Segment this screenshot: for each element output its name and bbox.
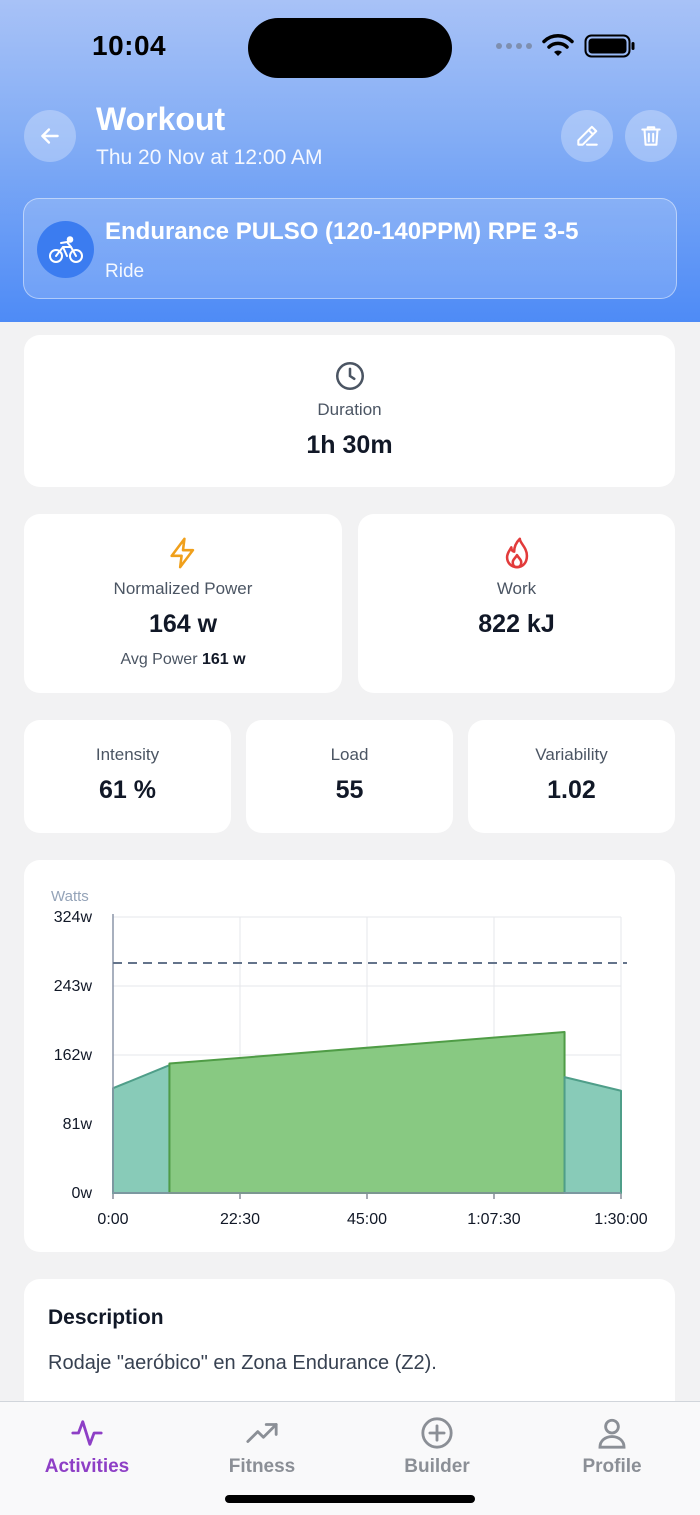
clock-icon — [335, 361, 364, 391]
bicycle-icon — [48, 235, 83, 263]
work-card: Work 822 kJ — [358, 514, 675, 693]
dynamic-island — [248, 18, 452, 78]
load-value: 55 — [335, 776, 364, 804]
tab-activities-label: Activities — [44, 1456, 130, 1477]
y-tick-label: 162w — [54, 1047, 93, 1064]
normalized-power-card: Normalized Power 164 w Avg Power 161 w — [24, 514, 342, 693]
avg-power-value: 161 w — [201, 651, 246, 668]
pencil-icon — [577, 125, 598, 146]
lightning-icon — [170, 537, 195, 569]
power-segment — [563, 1076, 622, 1194]
tab-profile-label: Profile — [582, 1456, 642, 1477]
home-indicator — [225, 1495, 475, 1503]
work-value: 822 kJ — [478, 610, 555, 638]
power-segment — [168, 1031, 566, 1194]
duration-card: Duration 1h 30m — [24, 335, 675, 487]
x-tick-label: 22:30 — [220, 1211, 260, 1228]
battery-icon — [584, 34, 635, 58]
y-tick-label: 243w — [54, 978, 93, 995]
status-time: 10:04 — [92, 30, 167, 61]
delete-button[interactable] — [625, 110, 677, 162]
arrow-left-icon — [41, 128, 59, 144]
avg-power-label: Avg Power — [120, 651, 198, 668]
cellular-signal-icon — [496, 43, 532, 49]
work-label: Work — [496, 579, 537, 598]
status-icons — [496, 33, 636, 59]
y-tick-label: 0w — [72, 1185, 93, 1202]
tab-activities[interactable]: Activities — [22, 1416, 152, 1478]
normalized-power-value: 164 w — [148, 610, 218, 638]
load-label: Load — [330, 745, 369, 764]
user-icon — [598, 1418, 626, 1449]
y-axis-label: Watts — [51, 888, 89, 905]
y-tick-label: 324w — [54, 909, 93, 926]
intensity-card: Intensity 61 % — [24, 720, 231, 833]
page-title: Workout — [96, 101, 226, 137]
flame-icon — [505, 537, 528, 569]
wifi-icon — [542, 34, 574, 56]
page-subtitle: Thu 20 Nov at 12:00 AM — [96, 146, 323, 169]
workout-summary-card: Endurance PULSO (120-140PPM) RPE 3-5 Rid… — [23, 198, 677, 299]
x-tick-label: 0:00 — [97, 1211, 128, 1228]
power-segment — [112, 1064, 171, 1194]
duration-value: 1h 30m — [306, 431, 393, 459]
description-text: Rodaje "aeróbico" en Zona Endurance (Z2)… — [48, 1352, 437, 1374]
intensity-label: Intensity — [95, 745, 160, 764]
ride-type-badge — [37, 221, 94, 278]
trending-up-icon — [246, 1423, 278, 1443]
normalized-power-label: Normalized Power — [113, 579, 253, 598]
load-card: Load 55 — [246, 720, 453, 833]
variability-value: 1.02 — [547, 776, 596, 804]
tab-fitness[interactable]: Fitness — [197, 1416, 327, 1478]
power-chart-card: Watts 324w 243w 162w 81w 0w 0:00 22:30 45:00 1:07… — [24, 860, 675, 1252]
tab-profile[interactable]: Profile — [547, 1416, 677, 1478]
variability-label: Variability — [535, 745, 608, 764]
variability-card: Variability 1.02 — [468, 720, 675, 833]
power-chart: Watts 324w 243w 162w 81w 0w0:00 22:30 45:00 1:07… — [51, 888, 648, 1228]
header: 10:04 Workout Thu 20 Nov at 12:00 AM — [0, 0, 700, 322]
duration-label: Duration — [317, 400, 382, 419]
x-tick-label: 45:00 — [347, 1211, 387, 1228]
workout-name: Endurance PULSO (120-140PPM) RPE 3-5 — [105, 218, 579, 245]
workout-type: Ride — [105, 261, 145, 282]
tab-bar: Activities Fitness Builder Profile — [0, 1401, 700, 1515]
back-button[interactable] — [24, 110, 76, 162]
avg-power: Avg Power 161 w — [120, 651, 245, 669]
tab-fitness-label: Fitness — [228, 1456, 296, 1477]
x-tick-label: 1:30:00 — [594, 1211, 647, 1228]
description-title: Description — [48, 1306, 164, 1329]
y-tick-label: 81w — [63, 1116, 93, 1133]
tab-builder[interactable]: Builder — [372, 1416, 502, 1478]
activity-icon — [71, 1420, 103, 1446]
x-tick-label: 1:07:30 — [467, 1211, 520, 1228]
plus-circle-icon — [421, 1417, 453, 1449]
edit-button[interactable] — [561, 110, 613, 162]
tab-builder-label: Builder — [404, 1456, 470, 1477]
trash-icon — [641, 126, 661, 146]
intensity-value: 61 % — [99, 776, 156, 804]
